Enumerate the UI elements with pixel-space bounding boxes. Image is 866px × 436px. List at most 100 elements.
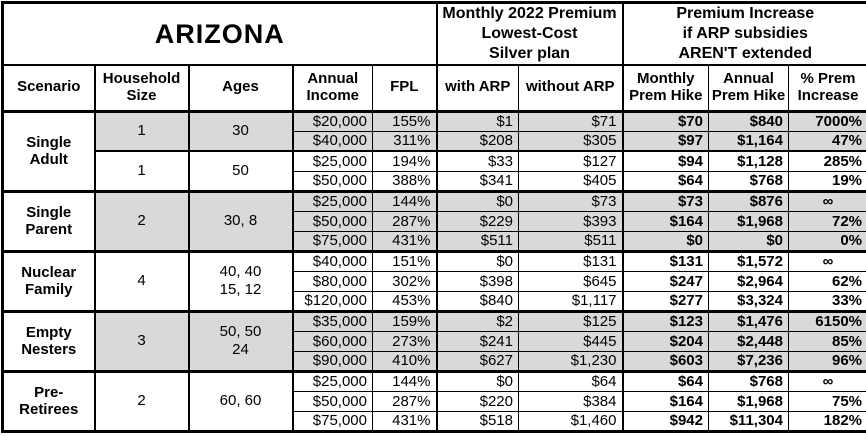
annual-hike-cell: $7,236 bbox=[709, 351, 789, 371]
pct-increase-cell: 85% bbox=[789, 331, 866, 351]
with-arp-cell: $241 bbox=[437, 331, 519, 351]
without-arp-cell: $1,460 bbox=[519, 411, 623, 431]
with-arp-cell: $208 bbox=[437, 131, 519, 151]
fpl-cell: 311% bbox=[373, 131, 437, 151]
with-arp-cell: $398 bbox=[437, 271, 519, 291]
monthly-hike-cell: $64 bbox=[623, 371, 709, 391]
pct-increase-cell: 0% bbox=[789, 231, 866, 251]
table-row: 1 50 $25,000 194% $33 $127 $94 $1,128 28… bbox=[3, 151, 866, 171]
pct-increase-cell: 62% bbox=[789, 271, 866, 291]
without-arp-cell: $511 bbox=[519, 231, 623, 251]
fpl-cell: 287% bbox=[373, 211, 437, 231]
monthly-hike-cell: $70 bbox=[623, 111, 709, 131]
without-arp-cell: $71 bbox=[519, 111, 623, 131]
income-cell: $25,000 bbox=[293, 371, 373, 391]
income-cell: $50,000 bbox=[293, 391, 373, 411]
col-header-ages: Ages bbox=[189, 65, 293, 111]
without-arp-cell: $393 bbox=[519, 211, 623, 231]
col-header-annual-income: Annual Income bbox=[293, 65, 373, 111]
monthly-hike-cell: $164 bbox=[623, 211, 709, 231]
with-arp-cell: $0 bbox=[437, 371, 519, 391]
annual-hike-cell: $768 bbox=[709, 171, 789, 191]
income-cell: $120,000 bbox=[293, 291, 373, 311]
ages-cell: 50 bbox=[189, 151, 293, 191]
monthly-hike-cell: $64 bbox=[623, 171, 709, 191]
monthly-hike-cell: $123 bbox=[623, 311, 709, 331]
with-arp-cell: $220 bbox=[437, 391, 519, 411]
annual-hike-cell: $11,304 bbox=[709, 411, 789, 431]
monthly-hike-cell: $204 bbox=[623, 331, 709, 351]
income-cell: $50,000 bbox=[293, 211, 373, 231]
scenario-cell: Single Adult bbox=[3, 111, 95, 191]
annual-hike-cell: $1,968 bbox=[709, 391, 789, 411]
pct-increase-cell: ∞ bbox=[789, 371, 866, 391]
annual-hike-cell: $2,964 bbox=[709, 271, 789, 291]
col-header-monthly-prem-hike: Monthly Prem Hike bbox=[623, 65, 709, 111]
with-arp-cell: $518 bbox=[437, 411, 519, 431]
ages-cell: 50, 50 24 bbox=[189, 311, 293, 371]
fpl-cell: 144% bbox=[373, 371, 437, 391]
with-arp-cell: $1 bbox=[437, 111, 519, 131]
without-arp-cell: $73 bbox=[519, 191, 623, 211]
fpl-cell: 287% bbox=[373, 391, 437, 411]
scenario-cell: Single Parent bbox=[3, 191, 95, 251]
without-arp-cell: $384 bbox=[519, 391, 623, 411]
pct-increase-cell: 47% bbox=[789, 131, 866, 151]
table-row: Single Parent 2 30, 8 $25,000 144% $0 $7… bbox=[3, 191, 866, 211]
household-size-cell: 2 bbox=[95, 191, 189, 251]
fpl-cell: 273% bbox=[373, 331, 437, 351]
income-cell: $75,000 bbox=[293, 411, 373, 431]
col-header-fpl: FPL bbox=[373, 65, 437, 111]
household-size-cell: 1 bbox=[95, 151, 189, 191]
table-row: Pre- Retirees 2 60, 60 $25,000 144% $0 $… bbox=[3, 371, 866, 391]
without-arp-cell: $1,230 bbox=[519, 351, 623, 371]
table-row: Empty Nesters 3 50, 50 24 $35,000 159% $… bbox=[3, 311, 866, 331]
pct-increase-cell: 285% bbox=[789, 151, 866, 171]
annual-hike-cell: $1,164 bbox=[709, 131, 789, 151]
fpl-cell: 155% bbox=[373, 111, 437, 131]
with-arp-cell: $2 bbox=[437, 311, 519, 331]
annual-hike-cell: $1,968 bbox=[709, 211, 789, 231]
premium-group-header: Monthly 2022 Premium Lowest-Cost Silver … bbox=[437, 3, 623, 66]
table-row: Nuclear Family 4 40, 40 15, 12 $40,000 1… bbox=[3, 251, 866, 271]
income-cell: $75,000 bbox=[293, 231, 373, 251]
with-arp-cell: $229 bbox=[437, 211, 519, 231]
ages-cell: 60, 60 bbox=[189, 371, 293, 431]
annual-hike-cell: $768 bbox=[709, 371, 789, 391]
monthly-hike-cell: $97 bbox=[623, 131, 709, 151]
pct-increase-cell: 72% bbox=[789, 211, 866, 231]
ages-cell: 30 bbox=[189, 111, 293, 151]
annual-hike-cell: $876 bbox=[709, 191, 789, 211]
ages-cell: 30, 8 bbox=[189, 191, 293, 251]
scenario-cell: Pre- Retirees bbox=[3, 371, 95, 431]
fpl-cell: 144% bbox=[373, 191, 437, 211]
fpl-cell: 302% bbox=[373, 271, 437, 291]
scenario-cell: Nuclear Family bbox=[3, 251, 95, 311]
col-header-without-arp: without ARP bbox=[519, 65, 623, 111]
fpl-cell: 453% bbox=[373, 291, 437, 311]
col-header-with-arp: with ARP bbox=[437, 65, 519, 111]
income-cell: $40,000 bbox=[293, 131, 373, 151]
with-arp-cell: $0 bbox=[437, 191, 519, 211]
with-arp-cell: $511 bbox=[437, 231, 519, 251]
household-size-cell: 1 bbox=[95, 111, 189, 151]
col-header-annual-prem-hike: Annual Prem Hike bbox=[709, 65, 789, 111]
income-cell: $40,000 bbox=[293, 251, 373, 271]
annual-hike-cell: $840 bbox=[709, 111, 789, 131]
annual-hike-cell: $1,476 bbox=[709, 311, 789, 331]
ages-cell: 40, 40 15, 12 bbox=[189, 251, 293, 311]
pct-increase-cell: 19% bbox=[789, 171, 866, 191]
without-arp-cell: $1,117 bbox=[519, 291, 623, 311]
col-header-pct-prem-increase: % Prem Increase bbox=[789, 65, 866, 111]
without-arp-cell: $127 bbox=[519, 151, 623, 171]
column-header-row: Scenario Household Size Ages Annual Inco… bbox=[3, 65, 866, 111]
pct-increase-cell: 7000% bbox=[789, 111, 866, 131]
with-arp-cell: $341 bbox=[437, 171, 519, 191]
header-band: ARIZONA Monthly 2022 Premium Lowest-Cost… bbox=[3, 3, 866, 66]
scenario-cell: Empty Nesters bbox=[3, 311, 95, 371]
fpl-cell: 151% bbox=[373, 251, 437, 271]
monthly-hike-cell: $131 bbox=[623, 251, 709, 271]
fpl-cell: 431% bbox=[373, 411, 437, 431]
annual-hike-cell: $1,572 bbox=[709, 251, 789, 271]
annual-hike-cell: $3,324 bbox=[709, 291, 789, 311]
